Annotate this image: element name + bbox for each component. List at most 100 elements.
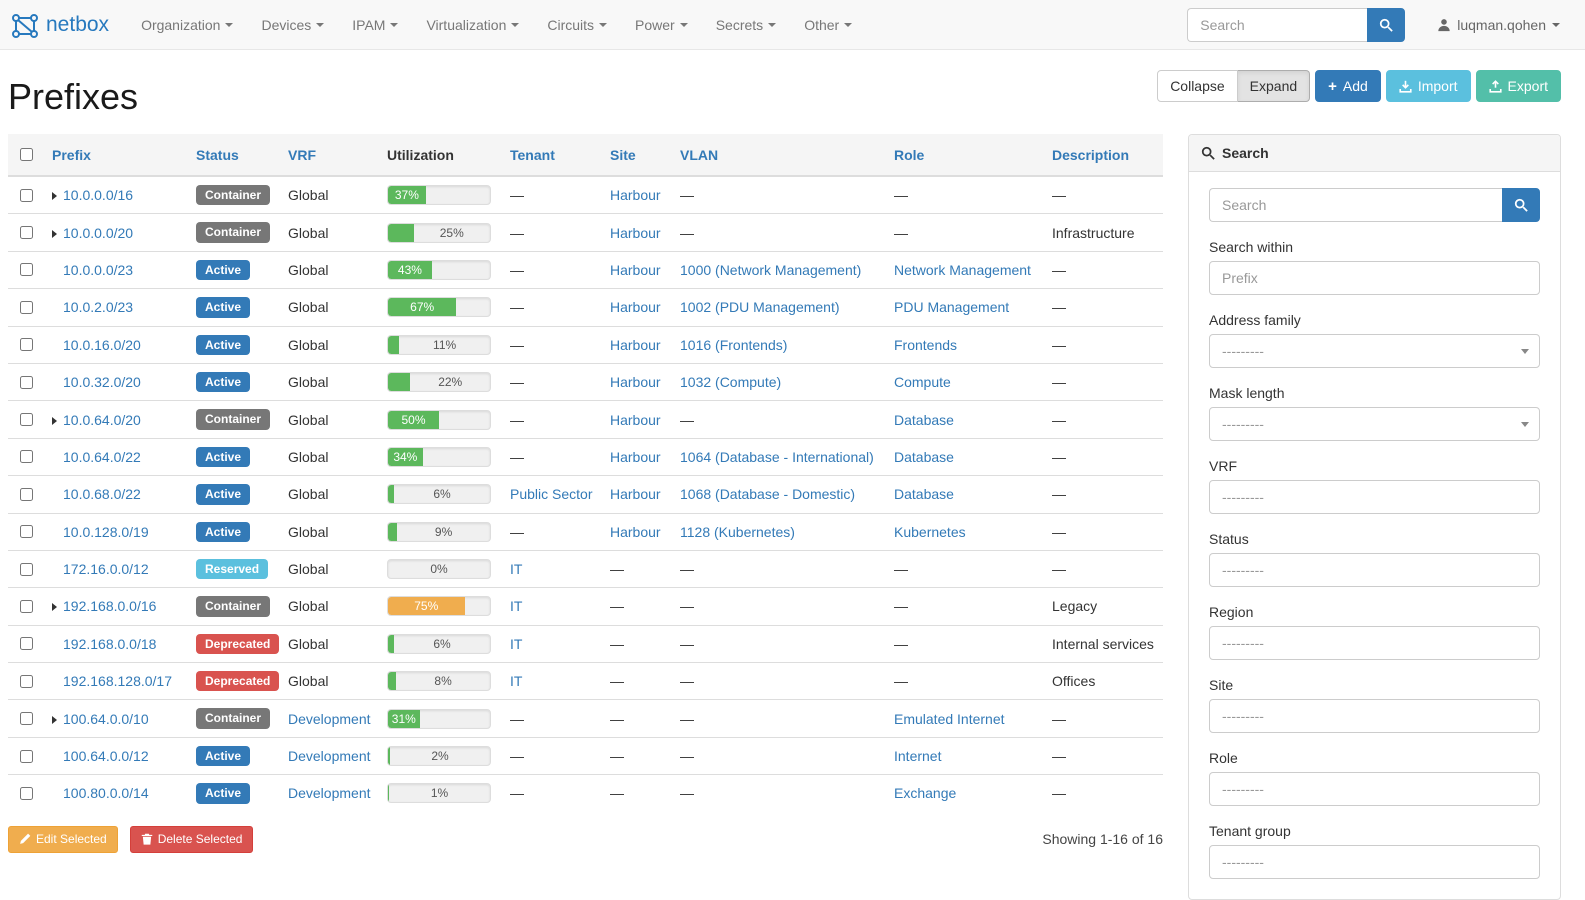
row-checkbox[interactable]	[20, 375, 33, 389]
prefix-link[interactable]: 100.64.0.0/12	[63, 748, 149, 765]
nav-item-circuits[interactable]: Circuits	[533, 2, 621, 48]
expand-caret-icon[interactable]	[52, 416, 57, 425]
filter-site-input[interactable]	[1209, 699, 1540, 733]
site-link[interactable]: Harbour	[610, 411, 661, 428]
role-link[interactable]: Database	[894, 411, 954, 428]
row-checkbox[interactable]	[20, 300, 33, 314]
col-header-prefix[interactable]: Prefix	[44, 134, 188, 177]
filter-tenant-group-input[interactable]	[1209, 845, 1540, 879]
prefix-link[interactable]: 10.0.0.0/16	[63, 187, 134, 204]
expand-caret-icon[interactable]	[52, 715, 57, 724]
prefix-link[interactable]: 10.0.128.0/19	[63, 523, 149, 540]
row-checkbox[interactable]	[20, 450, 33, 464]
expand-caret-icon[interactable]	[52, 192, 57, 201]
nav-item-virtualization[interactable]: Virtualization	[412, 2, 533, 48]
expand-button[interactable]: Expand	[1237, 70, 1311, 102]
nav-item-organization[interactable]: Organization	[127, 2, 247, 48]
row-checkbox[interactable]	[20, 263, 33, 277]
collapse-button[interactable]: Collapse	[1157, 70, 1238, 102]
tenant-link[interactable]: IT	[510, 598, 523, 615]
user-menu[interactable]: luqman.qohen	[1437, 17, 1560, 33]
site-link[interactable]: Harbour	[610, 374, 661, 391]
role-link[interactable]: Kubernetes	[894, 523, 966, 540]
site-link[interactable]: Harbour	[610, 486, 661, 503]
vlan-link[interactable]: 1000 (Network Management)	[680, 261, 862, 278]
vlan-link[interactable]: 1032 (Compute)	[680, 374, 782, 391]
nav-item-power[interactable]: Power	[621, 2, 702, 48]
prefix-link[interactable]: 192.168.0.0/18	[63, 635, 157, 652]
nav-search-button[interactable]	[1367, 7, 1406, 42]
prefix-link[interactable]: 100.80.0.0/14	[63, 785, 149, 802]
prefix-link[interactable]: 10.0.68.0/22	[63, 486, 141, 503]
filter-address-family-select[interactable]	[1209, 334, 1540, 368]
row-checkbox[interactable]	[20, 599, 33, 613]
site-link[interactable]: Harbour	[610, 299, 661, 316]
vrf-link[interactable]: Development	[288, 710, 371, 727]
site-link[interactable]: Harbour	[610, 448, 661, 465]
row-checkbox[interactable]	[20, 338, 33, 352]
site-link[interactable]: Harbour	[610, 187, 661, 204]
col-header-tenant[interactable]: Tenant	[502, 134, 602, 177]
role-link[interactable]: Compute	[894, 374, 951, 391]
row-checkbox[interactable]	[20, 674, 33, 688]
col-header-role[interactable]: Role	[886, 134, 1044, 177]
row-checkbox[interactable]	[20, 786, 33, 800]
nav-item-secrets[interactable]: Secrets	[702, 2, 790, 48]
nav-item-other[interactable]: Other	[790, 2, 866, 48]
delete-selected-button[interactable]: Delete Selected	[129, 825, 254, 853]
expand-caret-icon[interactable]	[52, 229, 57, 238]
vrf-link[interactable]: Development	[288, 785, 371, 802]
filter-mask-length-select[interactable]	[1209, 407, 1540, 441]
col-header-description[interactable]: Description	[1044, 134, 1163, 177]
prefix-link[interactable]: 192.168.0.0/16	[63, 598, 157, 615]
prefix-link[interactable]: 10.0.2.0/23	[63, 299, 134, 316]
brand[interactable]: netbox	[10, 10, 109, 40]
nav-item-ipam[interactable]: IPAM	[338, 2, 412, 48]
prefix-link[interactable]: 10.0.64.0/22	[63, 448, 141, 465]
vrf-link[interactable]: Development	[288, 748, 371, 765]
select-all-checkbox[interactable]	[20, 148, 33, 161]
row-checkbox[interactable]	[20, 562, 33, 576]
row-checkbox[interactable]	[20, 226, 33, 240]
vlan-link[interactable]: 1064 (Database - International)	[680, 448, 874, 465]
vlan-link[interactable]: 1016 (Frontends)	[680, 336, 788, 353]
sidebar-search-input[interactable]	[1209, 188, 1502, 222]
row-checkbox[interactable]	[20, 487, 33, 501]
prefix-link[interactable]: 100.64.0.0/10	[63, 710, 149, 727]
role-link[interactable]: Exchange	[894, 785, 957, 802]
col-header-status[interactable]: Status	[188, 134, 280, 177]
filter-status-input[interactable]	[1209, 553, 1540, 587]
role-link[interactable]: Emulated Internet	[894, 710, 1005, 727]
tenant-link[interactable]: Public Sector	[510, 486, 593, 503]
import-button[interactable]: Import	[1385, 70, 1471, 102]
export-button[interactable]: Export	[1475, 70, 1561, 102]
tenant-link[interactable]: IT	[510, 561, 523, 578]
row-checkbox[interactable]	[20, 413, 33, 427]
filter-region-input[interactable]	[1209, 626, 1540, 660]
vlan-link[interactable]: 1002 (PDU Management)	[680, 299, 840, 316]
row-checkbox[interactable]	[20, 188, 33, 202]
prefix-link[interactable]: 10.0.16.0/20	[63, 336, 141, 353]
col-header-vlan[interactable]: VLAN	[672, 134, 886, 177]
row-checkbox[interactable]	[20, 712, 33, 726]
vlan-link[interactable]: 1068 (Database - Domestic)	[680, 486, 856, 503]
prefix-link[interactable]: 10.0.32.0/20	[63, 374, 141, 391]
edit-selected-button[interactable]: Edit Selected	[8, 825, 118, 853]
site-link[interactable]: Harbour	[610, 224, 661, 241]
role-link[interactable]: Network Management	[894, 261, 1031, 278]
prefix-link[interactable]: 10.0.0.0/23	[63, 261, 134, 278]
prefix-link[interactable]: 10.0.64.0/20	[63, 411, 141, 428]
row-checkbox[interactable]	[20, 749, 33, 763]
role-link[interactable]: Database	[894, 448, 954, 465]
expand-caret-icon[interactable]	[52, 603, 57, 612]
site-link[interactable]: Harbour	[610, 336, 661, 353]
filter-role-input[interactable]	[1209, 772, 1540, 806]
vlan-link[interactable]: 1128 (Kubernetes)	[680, 523, 795, 540]
prefix-link[interactable]: 192.168.128.0/17	[63, 673, 172, 690]
role-link[interactable]: Frontends	[894, 336, 958, 353]
site-link[interactable]: Harbour	[610, 261, 661, 278]
filter-vrf-input[interactable]	[1209, 480, 1540, 514]
row-checkbox[interactable]	[20, 525, 33, 539]
row-checkbox[interactable]	[20, 637, 33, 651]
col-header-vrf[interactable]: VRF	[280, 134, 379, 177]
